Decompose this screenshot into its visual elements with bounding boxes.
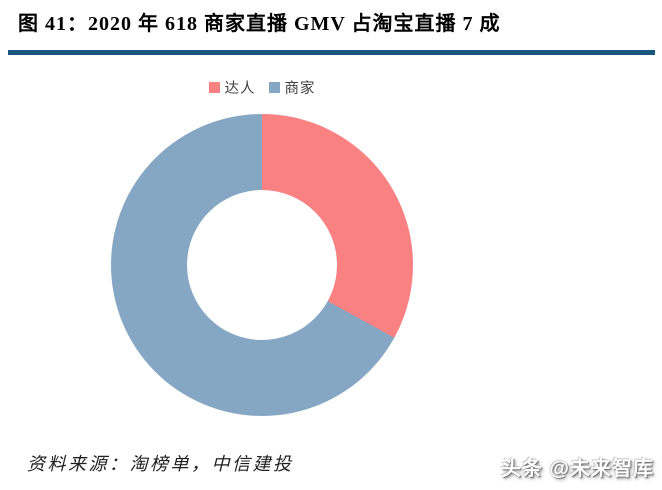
legend-swatch-icon (268, 82, 280, 93)
legend-item: 商家 (268, 77, 316, 98)
legend-label: 达人 (224, 81, 256, 97)
watermark: 头条 @未来智库 (500, 458, 654, 480)
legend-label: 商家 (284, 81, 316, 97)
legend-item: 达人 (208, 77, 256, 98)
title-rule (8, 50, 655, 55)
donut-chart: 达人 商家 (0, 60, 524, 440)
donut-hole (187, 190, 337, 340)
donut-ring (111, 114, 413, 416)
source-note: 资料来源：淘榜单，中信建投 (27, 454, 294, 474)
figure-title: 图 41：2020 年 618 商家直播 GMV 占淘宝直播 7 成 (18, 13, 501, 35)
legend-swatch-icon (208, 82, 220, 93)
chart-legend: 达人 商家 (111, 77, 413, 98)
